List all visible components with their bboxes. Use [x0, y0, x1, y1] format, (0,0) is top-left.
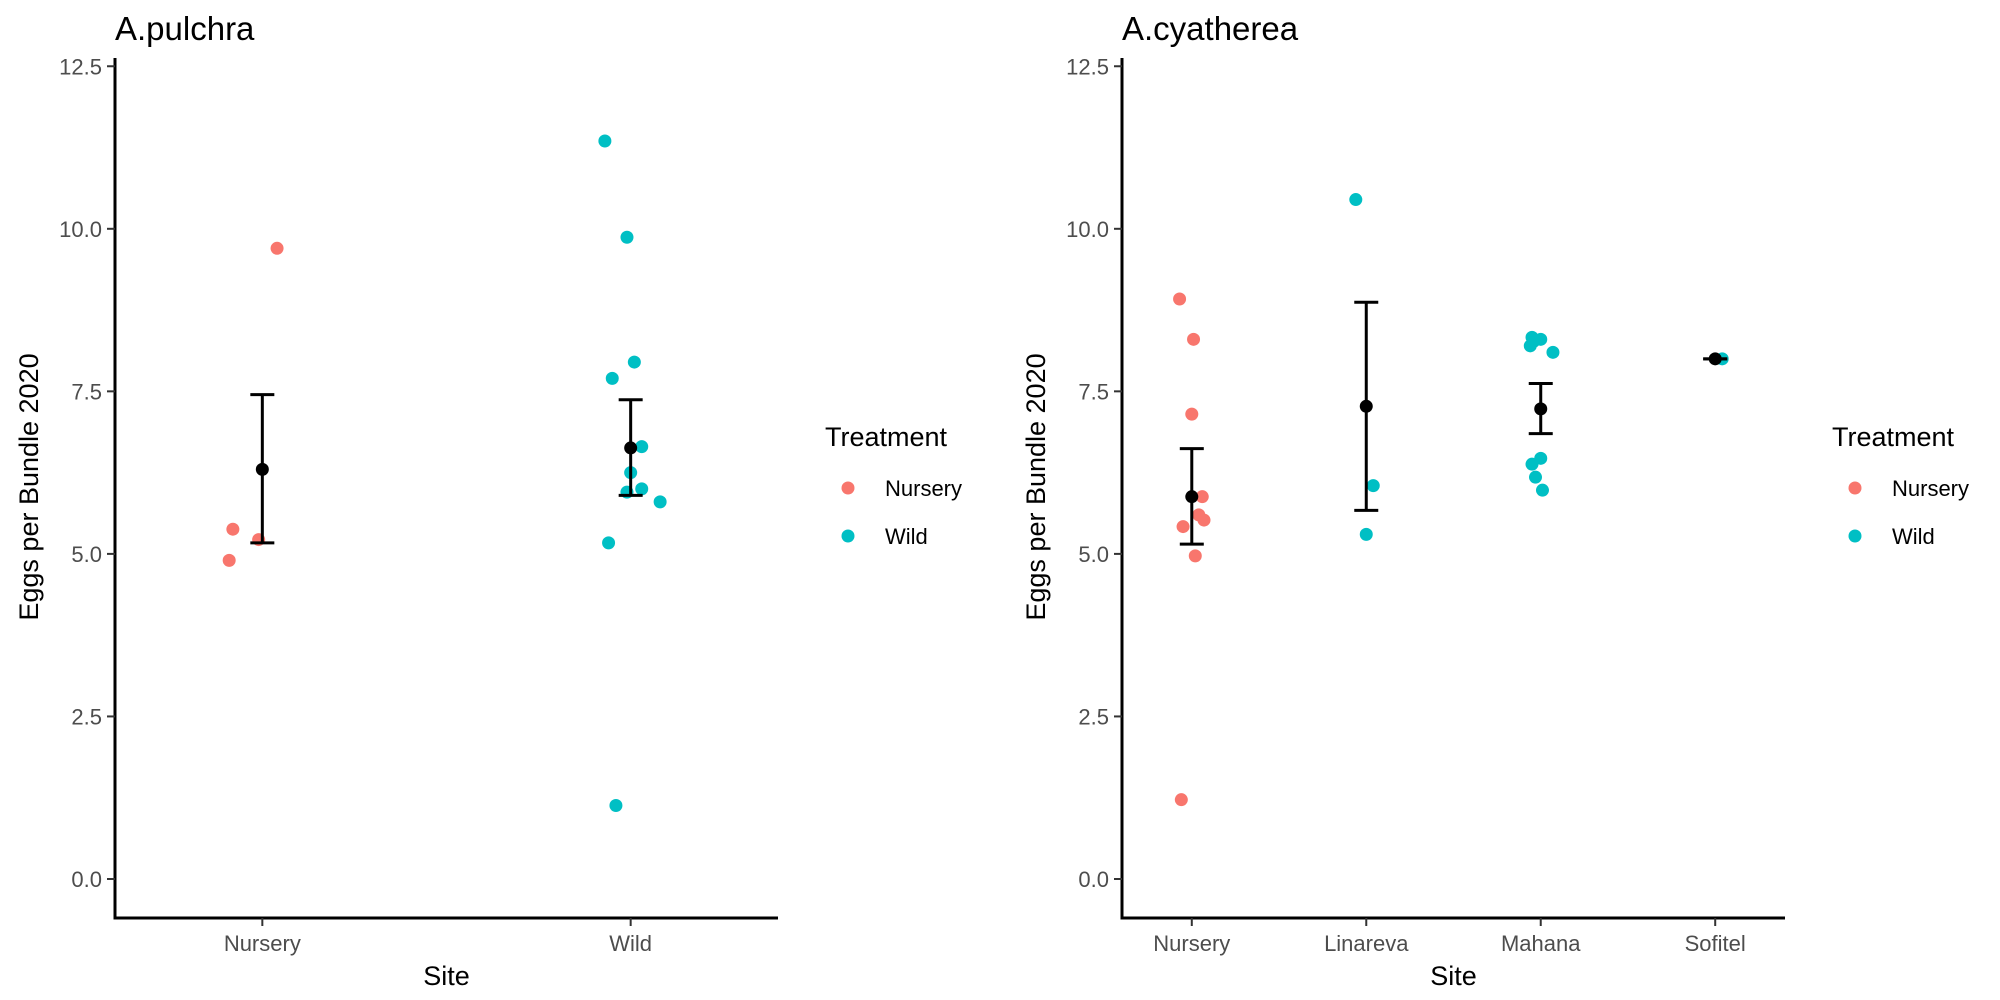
y-tick-label: 10.0 — [1066, 217, 1109, 242]
x-tick-label-mahana: Mahana — [1501, 931, 1581, 956]
x-axis-title: Site — [423, 961, 470, 991]
y-tick-label: 2.5 — [1078, 704, 1109, 729]
y-tick-label: 12.5 — [59, 54, 102, 79]
y-tick-label: 2.5 — [71, 704, 102, 729]
data-point-nursery — [270, 241, 284, 255]
data-point-wild — [1349, 193, 1363, 207]
legend-title: Treatment — [1832, 422, 1955, 452]
mean-point-nursery — [255, 462, 269, 476]
mean-point-wild — [624, 441, 638, 455]
mean-point-nursery — [1185, 490, 1199, 504]
data-point-wild — [609, 799, 623, 813]
x-tick-label-nursery: Nursery — [1153, 931, 1230, 956]
y-tick-label: 12.5 — [1066, 54, 1109, 79]
data-point-nursery — [1197, 513, 1211, 527]
data-point-nursery — [1188, 549, 1202, 563]
data-point-nursery — [1187, 332, 1201, 346]
data-point-nursery — [1174, 793, 1188, 807]
data-point-nursery — [1173, 292, 1187, 306]
y-tick-label: 0.0 — [71, 867, 102, 892]
data-point-wild — [1359, 527, 1373, 541]
data-point-wild — [1529, 470, 1543, 484]
y-tick-label: 7.5 — [71, 379, 102, 404]
x-tick-label-nursery: Nursery — [224, 931, 301, 956]
mean-point-mahana — [1534, 402, 1548, 416]
data-point-wild — [1535, 483, 1549, 497]
data-point-wild — [1366, 479, 1380, 493]
y-tick-label: 7.5 — [1078, 379, 1109, 404]
legend-key-nursery — [1848, 481, 1862, 495]
data-point-wild — [627, 355, 641, 369]
data-point-wild — [1527, 334, 1541, 348]
data-point-nursery — [1185, 407, 1199, 421]
panel-title: A.cyatherea — [1122, 10, 1299, 47]
x-tick-label-sofitel: Sofitel — [1685, 931, 1746, 956]
data-point-nursery — [1195, 490, 1209, 504]
y-tick-label: 0.0 — [1078, 867, 1109, 892]
legend-key-wild — [841, 529, 855, 543]
data-point-wild — [1525, 457, 1539, 471]
data-point-wild — [635, 482, 649, 496]
legend-label-nursery: Nursery — [1892, 476, 1969, 501]
data-point-wild — [602, 536, 616, 550]
data-point-wild — [620, 230, 634, 244]
y-tick-label: 10.0 — [59, 217, 102, 242]
legend-label-wild: Wild — [1892, 524, 1935, 549]
data-point-nursery — [222, 553, 236, 567]
y-axis-title: Eggs per Bundle 2020 — [1021, 353, 1051, 620]
data-point-nursery — [1176, 520, 1190, 534]
data-point-nursery — [226, 522, 240, 536]
x-tick-label-linareva: Linareva — [1324, 931, 1409, 956]
y-axis-title: Eggs per Bundle 2020 — [14, 353, 44, 620]
mean-point-linareva — [1359, 399, 1373, 413]
data-point-wild — [598, 134, 612, 148]
legend: Treatment Nursery Wild — [825, 422, 962, 549]
legend-key-wild — [1848, 529, 1862, 543]
x-axis-title: Site — [1430, 961, 1477, 991]
panel-a-pulchra: A.pulchra 0.0 2.5 5.0 7.5 10.0 12.5 Nursery Wild… — [14, 10, 962, 991]
legend-label-nursery: Nursery — [885, 476, 962, 501]
legend: Treatment Nursery Wild — [1832, 422, 1969, 549]
data-point-wild — [605, 371, 619, 385]
y-tick-label: 5.0 — [71, 542, 102, 567]
data-point-wild — [1546, 345, 1560, 359]
x-tick-label-wild: Wild — [609, 931, 652, 956]
mean-point-sofitel — [1708, 352, 1722, 366]
panel-a-cyatherea: A.cyatherea 0.0 2.5 5.0 7.5 10.0 12.5 Nursery Li… — [1021, 10, 1969, 991]
y-tick-label: 5.0 — [1078, 542, 1109, 567]
data-point-wild — [635, 440, 649, 454]
legend-label-wild: Wild — [885, 524, 928, 549]
legend-key-nursery — [841, 481, 855, 495]
data-point-wild — [653, 495, 667, 509]
legend-title: Treatment — [825, 422, 948, 452]
panel-title: A.pulchra — [115, 10, 255, 47]
